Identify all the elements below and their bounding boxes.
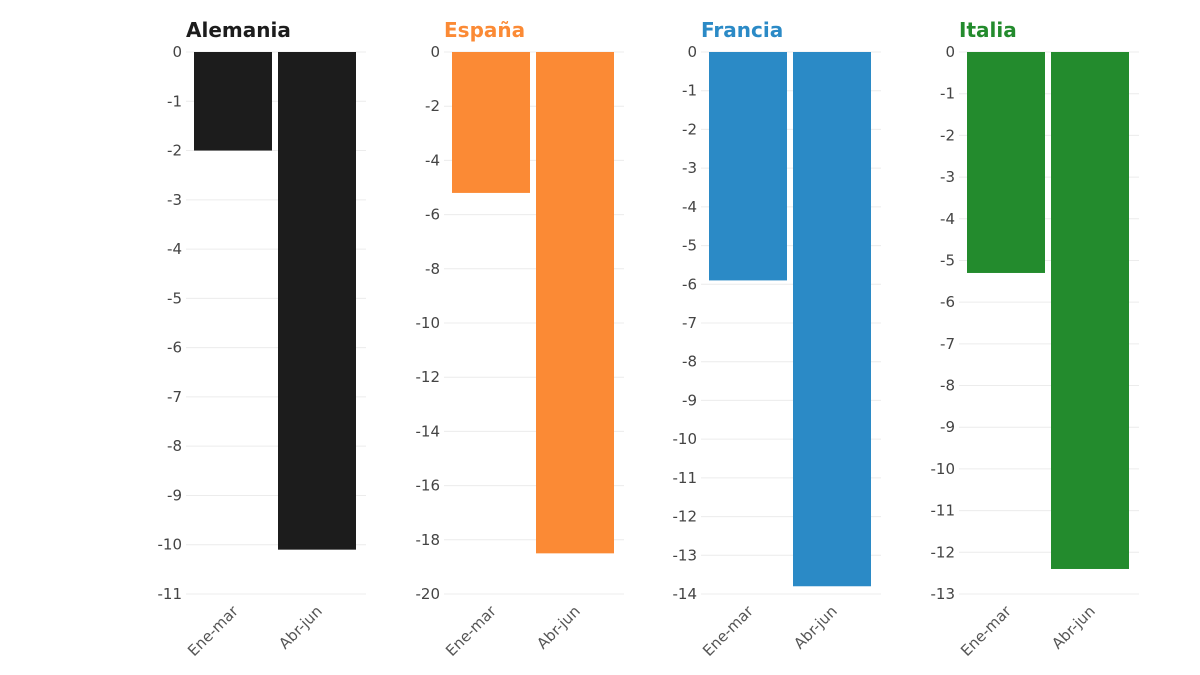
y-tick-label: -6	[425, 206, 440, 224]
y-tick-label: -9	[682, 391, 697, 409]
y-tick-label: -3	[167, 191, 182, 209]
y-tick-label: -14	[673, 585, 698, 603]
panel-title: Francia	[701, 18, 783, 42]
y-tick-label: -5	[167, 289, 182, 307]
x-category-label: Ene-mar	[699, 602, 757, 660]
y-tick-label: -7	[940, 335, 955, 353]
y-tick-label: -10	[158, 536, 183, 554]
panel-title: España	[444, 18, 525, 42]
x-category-label: Abr-jun	[790, 602, 841, 653]
y-tick-label: -7	[167, 388, 182, 406]
y-tick-label: 0	[945, 43, 955, 61]
y-tick-label: -6	[682, 275, 697, 293]
y-tick-label: -1	[940, 85, 955, 103]
y-tick-label: -8	[682, 353, 697, 371]
bar-ene-mar	[709, 52, 787, 281]
y-tick-label: -14	[416, 422, 441, 440]
y-tick-label: -2	[167, 142, 182, 160]
y-tick-label: -9	[940, 418, 955, 436]
y-tick-label: -12	[416, 368, 441, 386]
y-tick-label: -13	[673, 546, 698, 564]
y-tick-label: -12	[673, 508, 698, 526]
y-tick-label: -5	[682, 237, 697, 255]
x-category-label: Abr-jun	[533, 602, 584, 653]
y-tick-label: -16	[416, 477, 441, 495]
y-tick-label: -9	[167, 486, 182, 504]
x-category-label: Abr-jun	[1048, 602, 1099, 653]
y-tick-label: -10	[673, 430, 698, 448]
y-tick-label: -4	[425, 151, 440, 169]
panel-title: Italia	[959, 18, 1017, 42]
y-tick-label: -11	[158, 585, 183, 603]
y-tick-label: -4	[682, 198, 697, 216]
y-tick-label: -1	[682, 82, 697, 100]
y-tick-label: -6	[167, 339, 182, 357]
y-tick-label: -6	[940, 293, 955, 311]
y-tick-label: -18	[416, 531, 441, 549]
y-tick-label: -20	[416, 585, 441, 603]
x-category-label: Ene-mar	[957, 602, 1015, 660]
bar-ene-mar	[194, 52, 272, 151]
y-tick-label: -8	[425, 260, 440, 278]
bar-abr-jun	[278, 52, 356, 550]
x-category-label: Ene-mar	[442, 602, 500, 660]
bar-ene-mar	[452, 52, 530, 193]
y-tick-label: -13	[931, 585, 956, 603]
y-tick-label: 0	[172, 43, 182, 61]
y-tick-label: -4	[940, 210, 955, 228]
y-tick-label: -2	[940, 126, 955, 144]
y-tick-label: 0	[430, 43, 440, 61]
y-tick-label: -8	[167, 437, 182, 455]
y-tick-label: -3	[940, 168, 955, 186]
y-tick-label: -8	[940, 377, 955, 395]
y-tick-label: -7	[682, 314, 697, 332]
y-tick-label: -5	[940, 251, 955, 269]
x-category-label: Abr-jun	[275, 602, 326, 653]
y-tick-label: -2	[425, 97, 440, 115]
bar-abr-jun	[793, 52, 871, 587]
bar-abr-jun	[536, 52, 614, 554]
bar-ene-mar	[967, 52, 1045, 273]
y-tick-label: -3	[682, 159, 697, 177]
y-tick-label: -12	[931, 543, 956, 561]
y-tick-label: -10	[931, 460, 956, 478]
y-tick-label: -1	[167, 92, 182, 110]
y-tick-label: -11	[673, 469, 698, 487]
y-tick-label: -4	[167, 240, 182, 258]
panel-title: Alemania	[186, 18, 291, 42]
y-tick-label: -2	[682, 120, 697, 138]
bar-abr-jun	[1051, 52, 1129, 569]
y-tick-label: -10	[416, 314, 441, 332]
y-tick-label: 0	[687, 43, 697, 61]
y-tick-label: -11	[931, 502, 956, 520]
x-category-label: Ene-mar	[184, 602, 242, 660]
